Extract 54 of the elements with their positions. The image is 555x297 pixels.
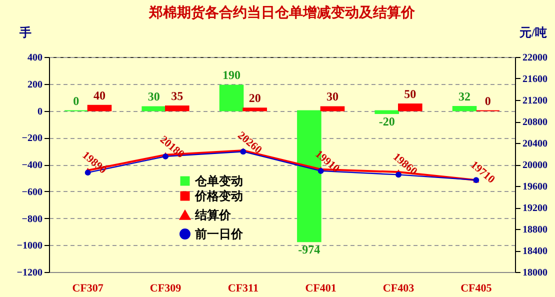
legend-label: 价格变动 xyxy=(194,189,243,203)
data-label: 30 xyxy=(326,90,338,104)
x-tick-label: CF311 xyxy=(228,282,258,294)
data-label: -20 xyxy=(378,114,395,128)
chart-title: 郑棉期货各合约当日仓单增减变动及结算价 xyxy=(148,4,416,21)
x-tick-label: CF307 xyxy=(72,282,104,294)
data-label: 35 xyxy=(171,89,184,104)
bar xyxy=(87,104,112,112)
bar xyxy=(320,106,345,112)
legend-label: 仓单变动 xyxy=(194,174,243,188)
data-label: 40 xyxy=(93,88,106,102)
y-tick-label: −1000 xyxy=(16,240,42,252)
x-tick-label: CF405 xyxy=(460,282,492,294)
y-tick-label: 400 xyxy=(28,52,42,64)
data-label: -974 xyxy=(298,242,320,257)
data-label: 0 xyxy=(73,94,80,108)
y2-tick-label: 19200 xyxy=(522,203,548,214)
y2-tick-label: 18000 xyxy=(522,268,548,278)
y-tick-label: −1200 xyxy=(16,268,42,278)
y-tick-label: 0 xyxy=(38,106,42,118)
x-tick-label: CF401 xyxy=(305,282,336,294)
y-tick-label: 200 xyxy=(28,79,42,90)
y-tick-label: −800 xyxy=(22,214,42,225)
data-label: 32 xyxy=(458,89,471,104)
y-tick-label: −200 xyxy=(22,133,42,144)
bar xyxy=(142,106,166,112)
y2-tick-label: 20800 xyxy=(522,117,548,128)
data-label: 0 xyxy=(484,94,491,108)
data-label: 20 xyxy=(248,91,261,106)
y2-tick-label: 20000 xyxy=(522,160,548,171)
data-label: 190 xyxy=(222,68,241,82)
data-label: 30 xyxy=(148,90,160,104)
y-axis-title: 手 xyxy=(18,26,32,40)
bar xyxy=(398,104,422,112)
y2-tick-label: 22000 xyxy=(522,52,548,64)
y2-tick-label: 18800 xyxy=(522,224,548,236)
y2-tick-label: 19600 xyxy=(522,182,548,192)
x-tick-label: CF309 xyxy=(150,282,182,294)
y2-tick-label: 18400 xyxy=(522,246,548,257)
legend-label: 结算价 xyxy=(194,208,232,222)
data-label: 50 xyxy=(404,87,416,102)
y2-tick-label: 20400 xyxy=(522,138,548,150)
bar xyxy=(374,110,399,114)
y-tick-label: −600 xyxy=(22,186,42,198)
y2-axis-title: 元/吨 xyxy=(518,26,547,40)
bar xyxy=(165,106,190,112)
y2-tick-label: 21200 xyxy=(522,96,548,106)
bar xyxy=(452,106,477,112)
y-tick-label: −400 xyxy=(22,160,42,171)
y2-tick-label: 21600 xyxy=(522,74,548,85)
bar xyxy=(242,108,267,112)
bar xyxy=(219,84,244,112)
legend-label: 前一日价 xyxy=(194,227,244,241)
x-tick-label: CF403 xyxy=(382,282,415,294)
